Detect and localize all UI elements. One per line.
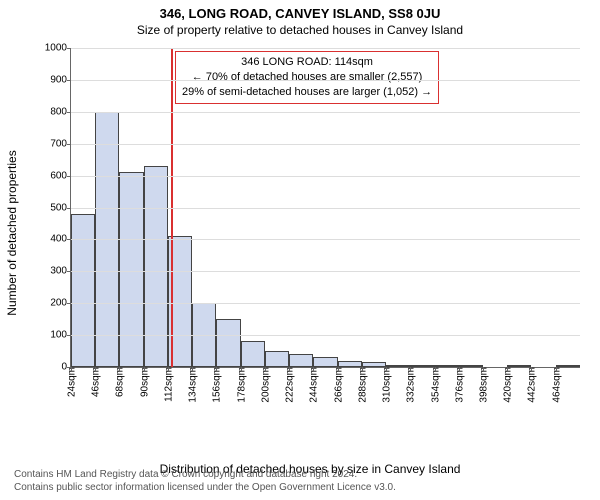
bar [241, 341, 265, 367]
xtick-mark [313, 367, 314, 371]
xtick-label: 310sqm [380, 367, 393, 403]
xtick-mark [241, 367, 242, 371]
y-axis-label: Number of detached properties [5, 150, 19, 315]
xtick-mark [95, 367, 96, 371]
bar [265, 351, 289, 367]
xtick-label: 90sqm [137, 367, 150, 397]
xtick-mark [168, 367, 169, 371]
xtick-label: 354sqm [428, 367, 441, 403]
plot-area: 24sqm46sqm68sqm90sqm112sqm134sqm156sqm17… [70, 48, 580, 368]
ytick-label: 400 [50, 234, 71, 245]
gridline [71, 112, 580, 113]
gridline [71, 208, 580, 209]
annotation-line: 29% of semi-detached houses are larger (… [182, 85, 432, 100]
xtick-label: 178sqm [234, 367, 247, 403]
xtick-label: 134sqm [186, 367, 199, 403]
annotation-line: 346 LONG ROAD: 114sqm [182, 55, 432, 70]
ytick-label: 0 [61, 362, 71, 373]
ytick-label: 900 [50, 74, 71, 85]
gridline [71, 48, 580, 49]
ytick-label: 800 [50, 106, 71, 117]
xtick-mark [483, 367, 484, 371]
xtick-mark [362, 367, 363, 371]
gridline [71, 239, 580, 240]
gridline [71, 80, 580, 81]
bar [71, 214, 95, 367]
gridline [71, 335, 580, 336]
bar [119, 172, 143, 367]
xtick-label: 156sqm [210, 367, 223, 403]
annotation-box: 346 LONG ROAD: 114sqm← 70% of detached h… [175, 51, 439, 104]
xtick-mark [289, 367, 290, 371]
page-title: 346, LONG ROAD, CANVEY ISLAND, SS8 0JU [0, 0, 600, 21]
ytick-label: 500 [50, 202, 71, 213]
xtick-mark [435, 367, 436, 371]
xtick-label: 376sqm [452, 367, 465, 403]
gridline [71, 271, 580, 272]
xtick-label: 332sqm [404, 367, 417, 403]
xtick-mark [265, 367, 266, 371]
xtick-label: 398sqm [476, 367, 489, 403]
xtick-mark [507, 367, 508, 371]
xtick-label: 464sqm [549, 367, 562, 403]
bar [289, 354, 313, 367]
xtick-mark [386, 367, 387, 371]
annotation-line: ← 70% of detached houses are smaller (2,… [182, 70, 432, 85]
ytick-label: 100 [50, 330, 71, 341]
ytick-label: 300 [50, 266, 71, 277]
xtick-label: 442sqm [525, 367, 538, 403]
footnote-line-1: Contains HM Land Registry data © Crown c… [14, 468, 396, 481]
xtick-label: 46sqm [89, 367, 102, 397]
xtick-mark [144, 367, 145, 371]
xtick-mark [531, 367, 532, 371]
bar [216, 319, 240, 367]
xtick-label: 288sqm [355, 367, 368, 403]
gridline [71, 176, 580, 177]
gridline [71, 144, 580, 145]
xtick-mark [410, 367, 411, 371]
chart-container: Number of detached properties 24sqm46sqm… [40, 48, 580, 418]
page-subtitle: Size of property relative to detached ho… [0, 21, 600, 37]
xtick-mark [459, 367, 460, 371]
xtick-label: 244sqm [307, 367, 320, 403]
xtick-label: 200sqm [258, 367, 271, 403]
footnote: Contains HM Land Registry data © Crown c… [14, 468, 396, 494]
gridline [71, 303, 580, 304]
xtick-label: 222sqm [283, 367, 296, 403]
ytick-label: 200 [50, 298, 71, 309]
xtick-mark [338, 367, 339, 371]
xtick-mark [71, 367, 72, 371]
ytick-label: 600 [50, 170, 71, 181]
xtick-label: 68sqm [113, 367, 126, 397]
xtick-mark [556, 367, 557, 371]
xtick-label: 420sqm [501, 367, 514, 403]
footnote-line-2: Contains public sector information licen… [14, 481, 396, 494]
bar [144, 166, 168, 367]
bar [313, 357, 337, 367]
xtick-label: 112sqm [161, 367, 174, 402]
ytick-label: 1000 [45, 43, 71, 54]
xtick-mark [119, 367, 120, 371]
xtick-label: 266sqm [331, 367, 344, 403]
xtick-mark [216, 367, 217, 371]
xtick-mark [192, 367, 193, 371]
ytick-label: 700 [50, 138, 71, 149]
